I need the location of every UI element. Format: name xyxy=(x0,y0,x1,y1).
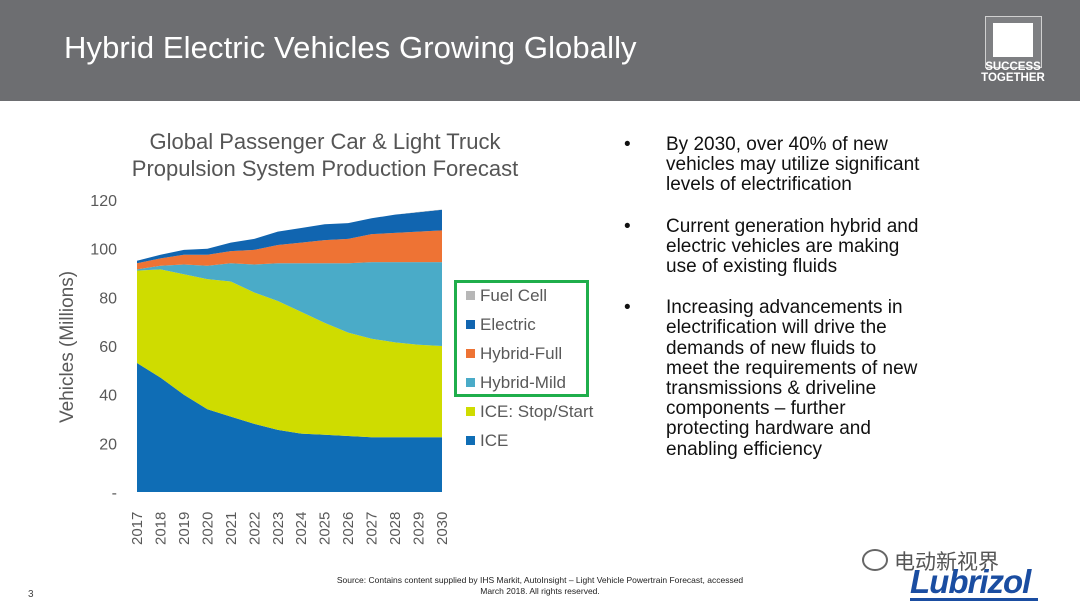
x-tick-label: 2026 xyxy=(340,512,357,545)
legend-label: Hybrid-Mild xyxy=(480,373,566,392)
x-tick-label: 2022 xyxy=(246,512,263,545)
x-axis-ticks: 2017 2018 2019 2020 2021 2022 2023 2024 2025 2026… xyxy=(129,512,451,545)
y-tick-label: 40 xyxy=(99,388,117,405)
area-ice xyxy=(137,363,442,492)
legend-label: Electric xyxy=(480,315,536,334)
page-number: 3 xyxy=(28,589,34,600)
x-tick-label: 2024 xyxy=(293,512,310,545)
bullet-item: • Current generation hybrid and electric… xyxy=(622,215,922,278)
watermark: 电动新视界 xyxy=(862,546,999,576)
y-axis-ticks: - 20 40 60 80 100 120 xyxy=(90,193,117,502)
legend-swatch xyxy=(466,407,475,416)
bullet-item: • By 2030, over 40% of new vehicles may … xyxy=(622,134,922,196)
x-tick-label: 2027 xyxy=(364,512,381,545)
legend-swatch xyxy=(466,291,475,300)
legend-swatch xyxy=(466,320,475,329)
x-tick-label: 2028 xyxy=(387,512,404,545)
area-ice-stop-start xyxy=(137,269,442,438)
x-tick-label: 2029 xyxy=(411,512,428,545)
chart-title: Global Passenger Car & Light Truck Propu… xyxy=(131,129,519,181)
x-tick-label: 2020 xyxy=(199,512,216,545)
y-axis-label: Vehicles (Millions) xyxy=(57,271,78,423)
bullet-text: Current generation hybrid and electric v… xyxy=(666,215,919,278)
y-tick-label: 100 xyxy=(90,242,117,259)
source-note: Source: Contains content supplied by IHS… xyxy=(336,575,744,596)
slide-title: Hybrid Electric Vehicles Growing Globall… xyxy=(64,30,637,65)
legend-swatch xyxy=(466,436,475,445)
bullet-list: • By 2030, over 40% of new vehicles may … xyxy=(622,134,922,481)
bullet-dot-icon: • xyxy=(624,134,631,155)
legend-swatch xyxy=(466,349,475,358)
watermark-text: 电动新视界 xyxy=(894,550,999,574)
bullet-dot-icon: • xyxy=(624,215,631,237)
chart-areas xyxy=(137,209,442,492)
area-hybrid-mild xyxy=(137,262,442,346)
x-tick-label: 2019 xyxy=(176,512,193,545)
y-tick-label: 120 xyxy=(90,193,117,210)
x-tick-label: 2018 xyxy=(152,512,169,545)
logo-square xyxy=(993,23,1033,57)
bullet-text: Increasing advancements in electrificati… xyxy=(666,297,918,460)
y-tick-label: 60 xyxy=(99,339,117,356)
logo-text: SUCCESS TOGETHER xyxy=(981,61,1045,84)
x-tick-label: 2025 xyxy=(317,512,334,545)
legend-label: Fuel Cell xyxy=(480,286,548,305)
legend-item: Hybrid-Full xyxy=(466,344,562,364)
bullet-item: • Increasing advancements in electrifica… xyxy=(622,298,922,460)
legend-item: Electric xyxy=(466,315,536,335)
slide-header xyxy=(0,0,1080,101)
area-electric xyxy=(137,209,442,264)
bullet-text: By 2030, over 40% of new vehicles may ut… xyxy=(666,134,920,196)
legend-swatch xyxy=(466,378,475,387)
legend-item: ICE: Stop/Start xyxy=(466,402,593,422)
lubrizol-logo: Lubrizol xyxy=(910,563,1031,600)
legend-label: ICE xyxy=(480,431,509,450)
y-tick-label: 20 xyxy=(99,436,117,453)
legend-item: Hybrid-Mild xyxy=(466,373,566,393)
legend-item: Fuel Cell xyxy=(466,286,547,306)
wechat-icon xyxy=(862,549,888,571)
legend-item: ICE xyxy=(466,431,508,451)
x-tick-label: 2021 xyxy=(223,512,240,545)
legend-highlight-box xyxy=(454,280,589,397)
legend-label: Hybrid-Full xyxy=(480,344,563,363)
legend-label: ICE: Stop/Start xyxy=(480,402,594,421)
area-hybrid-full xyxy=(137,230,442,270)
x-tick-label: 2030 xyxy=(434,512,451,545)
y-tick-label: 80 xyxy=(99,290,117,307)
x-tick-label: 2023 xyxy=(270,512,287,545)
bullet-dot-icon: • xyxy=(624,297,631,319)
lubrizol-logo-underline xyxy=(910,598,1038,601)
y-tick-label: - xyxy=(112,485,117,502)
x-tick-label: 2017 xyxy=(129,512,146,545)
